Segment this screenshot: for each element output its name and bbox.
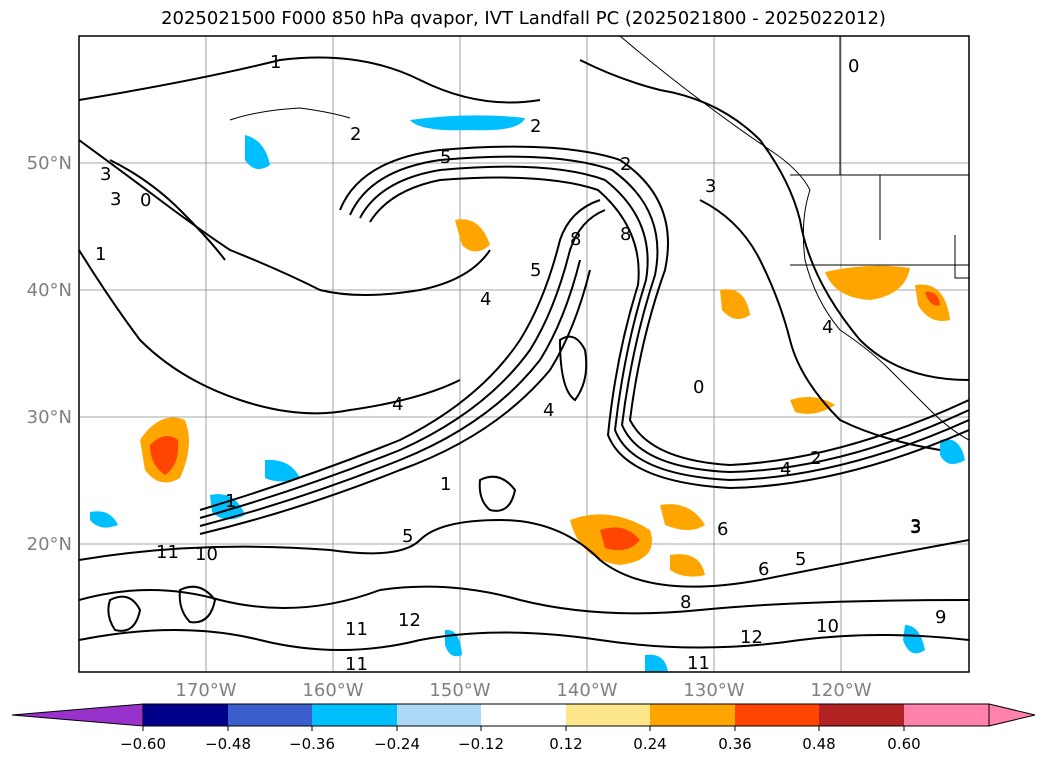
lon-label: 170°W bbox=[175, 680, 236, 701]
lat-label: 40°N bbox=[27, 280, 72, 301]
contour-label: 11 bbox=[687, 653, 710, 674]
contour-label: 3 bbox=[910, 517, 921, 538]
colorbar-extension-left bbox=[11, 703, 144, 727]
lat-label: 30°N bbox=[27, 407, 72, 428]
contour-label: 5 bbox=[530, 260, 541, 281]
lon-label: 140°W bbox=[556, 680, 617, 701]
shade-blob bbox=[825, 265, 910, 300]
shade-blob bbox=[410, 115, 525, 131]
contour-label: 3 bbox=[110, 189, 121, 210]
contour-label: 10 bbox=[816, 616, 839, 637]
lat-label: 20°N bbox=[27, 534, 72, 555]
colorbar-tick-label: 0.12 bbox=[549, 735, 582, 753]
lat-labels: 50°N 40°N 30°N 20°N bbox=[27, 153, 72, 555]
contour-label: 8 bbox=[680, 592, 691, 613]
lon-label: 120°W bbox=[810, 680, 871, 701]
contour-label: 6 bbox=[758, 559, 769, 580]
contour-labels: 1 2 5 2 3 0 1 3 0 4 4 5 8 8 4 4 3 2 0 3 … bbox=[95, 52, 946, 675]
shaded-anomalies bbox=[90, 115, 965, 672]
contour-label: 8 bbox=[620, 224, 631, 245]
shade-blob bbox=[940, 439, 965, 464]
colorbar-segment bbox=[143, 704, 228, 726]
contour-label: 4 bbox=[392, 394, 403, 415]
colorbar-segment bbox=[228, 704, 312, 726]
contour-label: 0 bbox=[140, 190, 151, 211]
shade-blob bbox=[150, 436, 179, 475]
shade-blob bbox=[660, 504, 705, 530]
contour-label: 12 bbox=[740, 627, 763, 648]
colorbar-segment bbox=[735, 704, 819, 726]
contour-label: 1 bbox=[270, 52, 281, 73]
shade-blob bbox=[90, 511, 118, 528]
colorbar-segment bbox=[312, 704, 397, 726]
contour-label: 3 bbox=[100, 164, 111, 185]
lon-label: 130°W bbox=[683, 680, 744, 701]
contour-lines bbox=[79, 56, 969, 651]
map-content: 1 2 5 2 3 0 1 3 0 4 4 5 8 8 4 4 3 2 0 3 … bbox=[79, 36, 969, 675]
colorbar: −0.60 −0.48 −0.36 −0.24 −0.12 0.12 0.24 0.36 0.4… bbox=[11, 703, 1036, 753]
colorbar-tick-label: 0.60 bbox=[887, 735, 920, 753]
shade-blob bbox=[265, 459, 300, 482]
contour-label: 11 bbox=[345, 619, 368, 640]
contour-label: 6 bbox=[717, 519, 728, 540]
contour-label: 12 bbox=[398, 610, 421, 631]
shade-blob bbox=[600, 527, 640, 551]
colorbar-tick-label: −0.60 bbox=[120, 735, 166, 753]
colorbar-tick-label: −0.36 bbox=[289, 735, 335, 753]
contour-label: 4 bbox=[543, 400, 554, 421]
map-frame bbox=[78, 35, 970, 673]
colorbar-segment bbox=[481, 704, 566, 726]
contour-label: 4 bbox=[480, 289, 491, 310]
contour-label: 2 bbox=[350, 124, 361, 145]
contour-label: 1 bbox=[440, 474, 451, 495]
colorbar-segment bbox=[819, 704, 904, 726]
contour-label: 2 bbox=[530, 116, 541, 137]
colorbar-segment bbox=[650, 704, 735, 726]
shade-blob bbox=[645, 654, 668, 672]
colorbar-tick-label: −0.12 bbox=[458, 735, 504, 753]
contour-label: 2 bbox=[620, 154, 631, 175]
contour-label: 5 bbox=[440, 147, 451, 168]
contour-label: 5 bbox=[402, 526, 413, 547]
shade-blob bbox=[903, 625, 925, 654]
contour-label: 5 bbox=[795, 549, 806, 570]
shade-blob bbox=[455, 219, 490, 252]
shade-blob bbox=[720, 289, 750, 319]
shade-blob bbox=[925, 291, 940, 306]
colorbar-tick-label: 0.24 bbox=[633, 735, 666, 753]
contour-label: 2 bbox=[810, 448, 821, 469]
shade-blob bbox=[670, 554, 705, 577]
contour-label: 0 bbox=[693, 377, 704, 398]
coastlines bbox=[229, 36, 969, 441]
contour-label: 8 bbox=[570, 229, 581, 250]
lon-label: 160°W bbox=[302, 680, 363, 701]
contour-label: 1 bbox=[225, 491, 236, 512]
graticule bbox=[79, 36, 969, 672]
colorbar-tick-label: 0.36 bbox=[718, 735, 751, 753]
lon-labels: 170°W 160°W 150°W 140°W 130°W 120°W bbox=[175, 680, 871, 701]
shade-blob bbox=[245, 135, 270, 169]
contour-label: 4 bbox=[780, 459, 791, 480]
chart-title: 2025021500 F000 850 hPa qvapor, IVT Land… bbox=[161, 8, 886, 29]
contour-label: 0 bbox=[848, 56, 859, 77]
colorbar-segment bbox=[566, 704, 650, 726]
colorbar-tick-label: 0.48 bbox=[802, 735, 835, 753]
colorbar-tick-label: −0.48 bbox=[205, 735, 251, 753]
contour-label: 1 bbox=[95, 244, 106, 265]
colorbar-extension-right bbox=[988, 703, 1036, 727]
contour-label: 3 bbox=[705, 176, 716, 197]
lon-label: 150°W bbox=[429, 680, 490, 701]
colorbar-segment bbox=[904, 704, 989, 726]
colorbar-tick-label: −0.24 bbox=[374, 735, 420, 753]
colorbar-segment bbox=[397, 704, 481, 726]
contour-label: 4 bbox=[822, 317, 833, 338]
contour-label: 9 bbox=[935, 607, 946, 628]
contour-label: 11 bbox=[345, 654, 368, 675]
contour-label: 3 bbox=[910, 516, 921, 537]
contour-label: 11 bbox=[156, 542, 179, 563]
lat-label: 50°N bbox=[27, 153, 72, 174]
contour-label: 10 bbox=[195, 544, 218, 565]
